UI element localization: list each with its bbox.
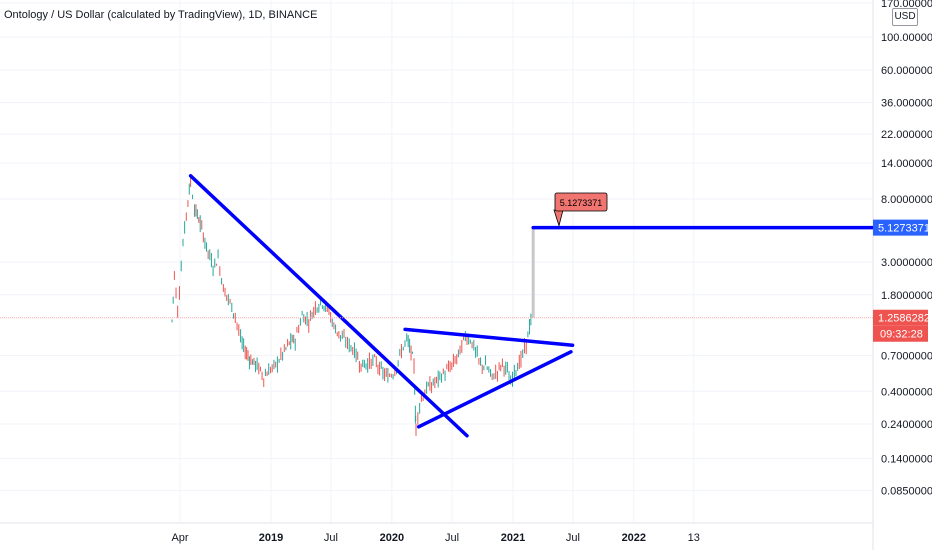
time-tick-label: 2020 — [380, 532, 404, 544]
chart-title: Ontology / US Dollar (calculated by Trad… — [4, 9, 318, 21]
time-tick-label: 13 — [688, 532, 700, 544]
upper-flat-line — [403, 327, 575, 347]
price-tick-label: 22.0000000 — [881, 129, 932, 141]
downtrend-line — [188, 174, 469, 438]
current-price-text: 1.2586282 — [878, 313, 930, 325]
currency-button[interactable]: USD — [892, 8, 918, 26]
countdown-tag — [873, 325, 928, 342]
price-axis: 170.0000000 100.0000000 60.0000000 36.00000… — [881, 0, 932, 498]
callout-text: 5.1273371 — [560, 198, 603, 208]
grid — [0, 0, 873, 523]
time-tick-label: Jul — [324, 532, 338, 544]
callout-pointer — [553, 209, 564, 228]
level-price-tag — [873, 219, 928, 236]
price-tick-label: 60.0000000 — [881, 65, 932, 77]
price-tick-label: 1.8000000 — [881, 290, 932, 302]
level-price-text: 5.1273371 — [878, 223, 930, 235]
price-tick-label: 100.0000000 — [881, 32, 932, 44]
time-tick-label: Jul — [566, 532, 580, 544]
price-tick-label: 0.7000000 — [881, 350, 932, 362]
price-tick-label: 8.0000000 — [881, 194, 932, 206]
price-tick-label: 36.0000000 — [881, 98, 932, 110]
time-tick-label: 2021 — [501, 532, 525, 544]
spike-candle — [531, 227, 535, 318]
price-tick-label: 0.2400000 — [881, 419, 932, 431]
price-callout: 5.1273371 — [553, 192, 608, 228]
time-tick-label: 2022 — [622, 532, 646, 544]
price-tick-label: 0.1400000 — [881, 454, 932, 466]
price-tick-label: 14.0000000 — [881, 158, 932, 170]
time-tick-label: Apr — [171, 532, 188, 544]
countdown-text: 09:32:28 — [880, 329, 923, 341]
time-tick-label: 2019 — [259, 532, 283, 544]
lower-rising-line — [416, 350, 573, 429]
price-labels: 5.1273371 1.2586282 09:32:28 — [873, 219, 930, 342]
drawings-layer — [188, 174, 875, 438]
current-price-tag — [873, 309, 928, 326]
price-tick-label: 0.4000000 — [881, 386, 932, 398]
callout-box — [554, 192, 608, 212]
price-tick-label: 170.0000000 — [881, 0, 932, 10]
price-tick-label: 3.0000000 — [881, 257, 932, 269]
time-axis: Apr 2019 Jul 2020 Jul 2021 Jul 2022 13 — [171, 532, 699, 544]
price-tick-label: 0.0850000 — [881, 486, 932, 498]
time-tick-label: Jul — [445, 532, 459, 544]
